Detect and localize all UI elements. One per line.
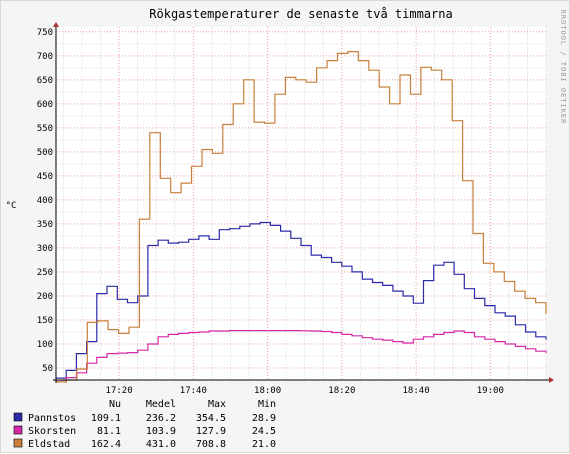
legend-stat-value: 103.9 [146,426,176,437]
legend: Nu Medel Max Min Pannstos 109.1 236.2 354.5 28.9… [13,399,276,450]
y-tick-label: 650 [37,76,53,86]
y-tick-label: 700 [37,52,53,62]
series-line-pannstos [56,221,547,379]
legend-swatch [13,425,23,435]
legend-swatch [13,438,23,448]
series-line-skorsten [56,330,547,381]
y-tick-label: 550 [37,124,53,134]
y-tick-label: 100 [37,340,53,350]
x-tick-label: 18:40 [403,386,430,396]
x-tick-label: 17:20 [106,386,133,396]
legend-swatch [13,412,23,422]
series-line-eldstad [56,51,547,383]
x-tick-label: 18:20 [328,386,355,396]
legend-series-name: Eldstad [28,439,70,450]
legend-stat-value: 21.0 [252,439,276,450]
legend-series-name: Skorsten [28,426,76,437]
legend-stat-value: 354.5 [196,413,226,424]
legend-stat-value: 162.4 [91,439,121,450]
grid [56,27,547,380]
legend-header: Medel [146,399,176,410]
legend-stat-value: 109.1 [91,413,121,424]
y-tick-label: 50 [42,364,53,374]
legend-stat-value: 236.2 [146,413,176,424]
legend-header: Nu [109,399,121,410]
chart-title: Rökgastemperaturer de senaste två timmar… [149,7,452,21]
side-label: RRDTOOL / TOBI OETIKER [559,10,567,125]
legend-header: Min [258,399,276,410]
x-tick-label: 17:40 [180,386,207,396]
y-tick-label: 150 [37,316,53,326]
x-axis-arrow [549,377,554,383]
y-tick-label: 300 [37,244,53,254]
y-axis-label: °C [6,201,17,211]
y-tick-label: 500 [37,148,53,158]
legend-stat-value: 431.0 [146,439,176,450]
y-tick-label: 250 [37,268,53,278]
y-tick-label: 400 [37,196,53,206]
y-tick-label: 350 [37,220,53,230]
legend-stat-value: 81.1 [97,426,121,437]
legend-header: Max [208,399,226,410]
series-lines [56,51,547,383]
legend-series-name: Pannstos [28,413,76,424]
y-tick-label: 600 [37,100,53,110]
y-tick-label: 750 [37,28,53,38]
x-tick-label: 18:00 [254,386,281,396]
x-tick-label: 19:00 [477,386,504,396]
axis-ticks: 50 100 150 200 250 300 350 400 450 500 550 600 650 70… [37,28,504,396]
y-tick-label: 450 [37,172,53,182]
legend-stat-value: 28.9 [252,413,276,424]
legend-stat-value: 24.5 [252,426,276,437]
legend-stat-value: 708.8 [196,439,226,450]
legend-stat-value: 127.9 [196,426,226,437]
axes [53,22,554,383]
y-axis-arrow [53,22,59,27]
y-tick-label: 200 [37,292,53,302]
